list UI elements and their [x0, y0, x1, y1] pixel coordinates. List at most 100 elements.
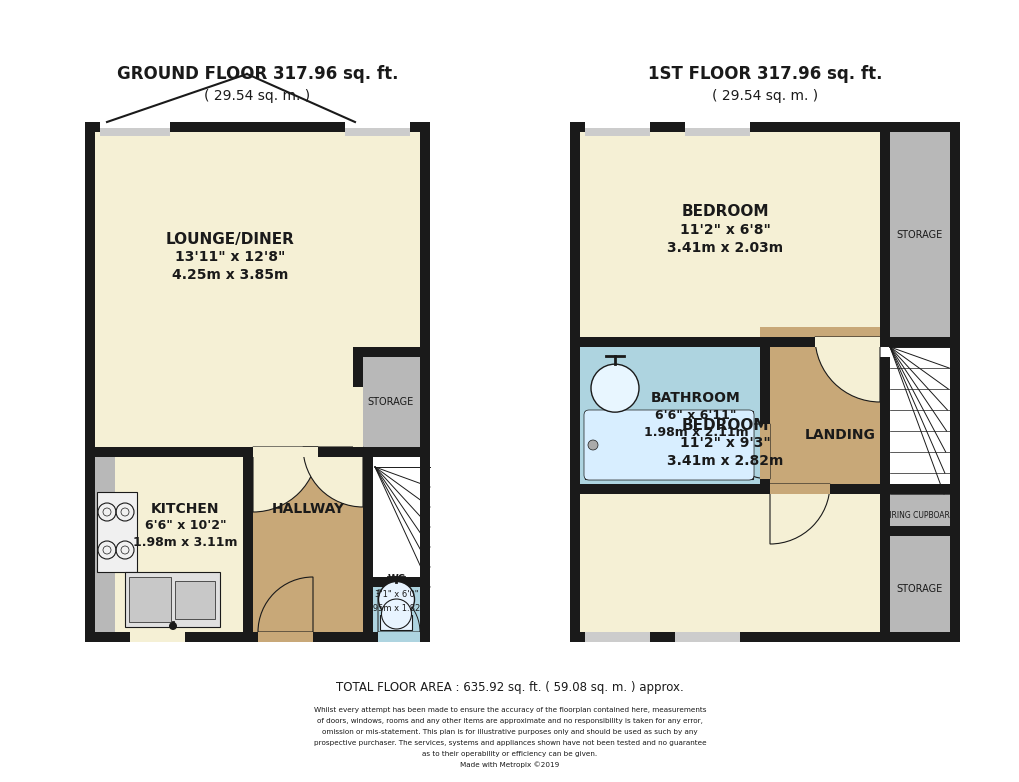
Bar: [115, 457, 243, 642]
Bar: [759, 327, 879, 494]
Bar: [769, 484, 829, 494]
Bar: [243, 457, 363, 642]
Wedge shape: [303, 447, 363, 507]
Bar: [353, 347, 430, 457]
Wedge shape: [814, 337, 879, 402]
Bar: [879, 536, 959, 642]
Bar: [363, 457, 430, 587]
Bar: [570, 632, 959, 642]
Text: STORAGE: STORAGE: [896, 584, 943, 594]
Wedge shape: [258, 577, 313, 632]
Bar: [570, 122, 959, 132]
Bar: [128, 577, 171, 622]
Wedge shape: [714, 424, 769, 479]
Text: 11'2" x 6'8": 11'2" x 6'8": [679, 223, 769, 237]
Text: 6'6" x 6'11": 6'6" x 6'11": [654, 409, 736, 422]
Bar: [585, 411, 752, 479]
Bar: [175, 581, 215, 619]
Text: 3.41m x 2.03m: 3.41m x 2.03m: [666, 241, 783, 255]
Text: HALLWAY: HALLWAY: [271, 502, 344, 516]
Wedge shape: [253, 447, 318, 512]
Text: 0.95m x 1.82m: 0.95m x 1.82m: [365, 604, 428, 613]
Bar: [879, 494, 890, 642]
Text: AIRING CUPBOARD: AIRING CUPBOARD: [883, 511, 955, 519]
FancyBboxPatch shape: [584, 410, 753, 480]
Text: LANDING: LANDING: [804, 429, 874, 442]
Bar: [363, 587, 430, 642]
Bar: [85, 122, 95, 642]
Bar: [570, 484, 959, 494]
Text: BEDROOM: BEDROOM: [681, 205, 768, 220]
Bar: [879, 122, 890, 347]
Text: 1ST FLOOR 317.96 sq. ft.: 1ST FLOOR 317.96 sq. ft.: [647, 65, 881, 83]
Bar: [759, 337, 769, 494]
Bar: [675, 632, 739, 642]
Circle shape: [587, 440, 597, 450]
Bar: [344, 128, 410, 136]
Circle shape: [378, 582, 414, 618]
Text: of doors, windows, rooms and any other items are approximate and no responsibili: of doors, windows, rooms and any other i…: [317, 718, 702, 724]
Bar: [378, 632, 420, 642]
Text: 4.25m x 3.85m: 4.25m x 3.85m: [171, 268, 287, 282]
Text: LOUNGE/DINER: LOUNGE/DINER: [165, 231, 294, 247]
Bar: [814, 337, 879, 347]
Text: 13'11" x 12'8": 13'11" x 12'8": [174, 250, 284, 264]
Text: 1.98m x 2.11m: 1.98m x 2.11m: [643, 426, 748, 439]
Text: prospective purchaser. The services, systems and appliances shown have not been : prospective purchaser. The services, sys…: [314, 740, 705, 746]
Bar: [100, 122, 170, 132]
Bar: [97, 492, 137, 572]
Bar: [585, 632, 649, 642]
Text: Whilst every attempt has been made to ensure the accuracy of the floorplan conta: Whilst every attempt has been made to en…: [314, 707, 705, 713]
Text: BEDROOM: BEDROOM: [681, 418, 768, 432]
Bar: [570, 347, 759, 494]
Bar: [380, 615, 412, 630]
Text: ( 29.54 sq. m. ): ( 29.54 sq. m. ): [204, 89, 310, 103]
Bar: [100, 128, 170, 136]
Text: WC: WC: [387, 575, 406, 584]
Bar: [85, 457, 115, 642]
Bar: [85, 122, 430, 457]
Text: omission or mis-statement. This plan is for illustrative purposes only and shoul: omission or mis-statement. This plan is …: [322, 729, 697, 735]
Text: 1.98m x 3.11m: 1.98m x 3.11m: [133, 536, 237, 549]
Bar: [253, 447, 318, 457]
Bar: [363, 577, 430, 587]
Bar: [353, 347, 363, 457]
Bar: [685, 122, 749, 132]
Bar: [570, 337, 959, 347]
Text: ( 29.54 sq. m. ): ( 29.54 sq. m. ): [711, 89, 817, 103]
Bar: [879, 122, 959, 347]
Bar: [879, 347, 959, 494]
Text: STORAGE: STORAGE: [368, 397, 414, 407]
Bar: [353, 387, 363, 447]
Text: Made with Metropix ©2019: Made with Metropix ©2019: [460, 762, 559, 769]
Bar: [879, 526, 959, 536]
Bar: [363, 457, 373, 642]
Text: as to their operability or efficiency can be given.: as to their operability or efficiency ca…: [422, 751, 597, 757]
Bar: [879, 494, 959, 536]
Bar: [570, 494, 879, 642]
Bar: [879, 357, 890, 494]
Bar: [585, 128, 649, 136]
Text: KITCHEN: KITCHEN: [151, 502, 219, 516]
Text: 3.41m x 2.82m: 3.41m x 2.82m: [666, 454, 783, 468]
Bar: [243, 447, 253, 642]
Wedge shape: [769, 484, 829, 544]
Bar: [420, 122, 430, 642]
Bar: [344, 122, 410, 132]
Bar: [85, 632, 430, 642]
Text: 6'6" x 10'2": 6'6" x 10'2": [145, 519, 226, 533]
Text: TOTAL FLOOR AREA : 635.92 sq. ft. ( 59.08 sq. m. ) approx.: TOTAL FLOOR AREA : 635.92 sq. ft. ( 59.0…: [336, 680, 683, 694]
Wedge shape: [378, 590, 420, 632]
Text: 3'1" x 6'0": 3'1" x 6'0": [374, 590, 418, 599]
Text: BATHROOM: BATHROOM: [650, 392, 740, 405]
Bar: [129, 632, 184, 642]
Bar: [949, 122, 959, 642]
Bar: [85, 447, 430, 457]
Bar: [685, 128, 749, 136]
Text: GROUND FLOOR 317.96 sq. ft.: GROUND FLOOR 317.96 sq. ft.: [116, 65, 397, 83]
Bar: [258, 632, 313, 642]
Bar: [353, 347, 430, 357]
Circle shape: [590, 364, 638, 412]
Bar: [570, 122, 580, 642]
Bar: [585, 122, 649, 132]
